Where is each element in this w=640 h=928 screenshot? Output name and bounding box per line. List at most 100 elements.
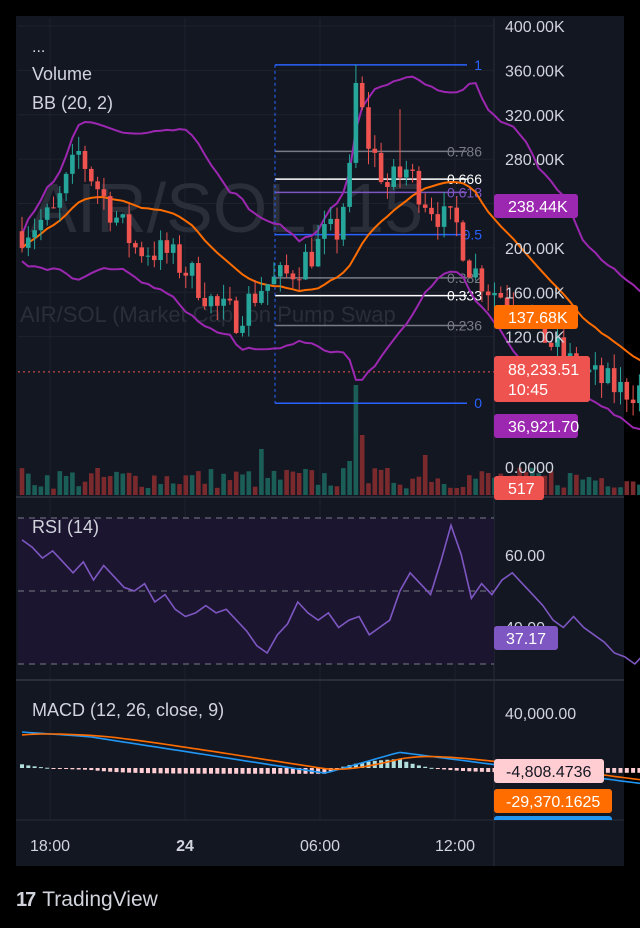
macd-histogram-bar (385, 759, 390, 768)
macd-histogram-bar (108, 768, 113, 772)
tradingview-brand[interactable]: 17 TradingView (16, 884, 158, 916)
bb-upper-value: 238.44K (508, 199, 568, 216)
volume-bar (555, 485, 560, 495)
candle-body (252, 293, 258, 303)
macd-histogram-bar (473, 768, 478, 772)
price-labels: 238.44K 137.68K 88,233.51 10:45 36,921.70 517 (494, 194, 590, 500)
macd-histogram-bar (164, 768, 169, 774)
candle-body (353, 82, 359, 163)
volume-bar (637, 484, 640, 495)
macd-histogram-bar (454, 768, 459, 771)
macd-histogram-bar (152, 768, 157, 774)
candle-body (448, 206, 453, 208)
candle-body (347, 162, 352, 207)
volume-bar (26, 473, 31, 495)
macd-histogram-bar (246, 768, 251, 774)
candle-body (378, 152, 384, 183)
volume-bar (278, 479, 283, 495)
macd-histogram-bar (272, 768, 276, 774)
volume-bar (208, 469, 214, 495)
macd-hist-value: -4,808.4736 (506, 764, 592, 781)
volume-bars (19, 385, 640, 495)
candle-body (593, 365, 598, 370)
candle-body (391, 166, 396, 187)
volume-bar (441, 484, 447, 495)
volume-bar (454, 488, 459, 495)
candle-body (435, 214, 441, 227)
macd-histogram-bar (146, 768, 150, 774)
volume-bar (580, 479, 585, 495)
candle-body (624, 381, 630, 400)
macd-histogram-bar (442, 768, 447, 770)
macd-histogram-bar (605, 768, 610, 773)
macd-histogram-bar (32, 766, 37, 768)
volume-bar (126, 472, 132, 495)
legend-bb[interactable]: BB (20, 2) (32, 93, 113, 113)
macd-histogram-bar (322, 768, 327, 774)
candle-body (296, 279, 302, 281)
macd-histogram-bar (177, 768, 182, 774)
candle-body (44, 207, 50, 220)
price-axis-tick: 360.00K (505, 63, 565, 80)
volume-bar (422, 455, 428, 495)
macd-histogram-bar (83, 768, 87, 770)
volume-value-bg (494, 476, 544, 500)
macd-histogram-bar (70, 768, 75, 770)
candle-body (322, 224, 327, 239)
brand-name: TradingView (42, 888, 158, 911)
candle-body (492, 292, 497, 296)
candle-body (467, 260, 472, 278)
rsi-value-bg (494, 626, 558, 650)
volume-bar (44, 475, 50, 495)
volume-bar (57, 471, 63, 495)
signal-value-group: -34,178.6361 (494, 816, 612, 820)
candle-body (139, 247, 144, 257)
macd-histogram-bar (278, 768, 283, 774)
macd-histogram-bar (423, 766, 428, 768)
candle-body (334, 218, 340, 240)
candle-body (637, 385, 640, 404)
volume-bar (618, 487, 623, 495)
macd-histogram-bar (360, 762, 365, 768)
candle-body (145, 255, 151, 257)
candle-body (441, 206, 447, 227)
volume-bar (391, 482, 396, 495)
legend-volume[interactable]: Volume (32, 64, 92, 84)
candle-body (107, 196, 113, 223)
candle-body (19, 231, 25, 248)
macd-histogram-bar (64, 768, 69, 770)
price-axis-tick: 280.00K (505, 152, 565, 169)
last-price-bg (494, 356, 590, 402)
legend-macd[interactable]: MACD (12, 26, close, 9) (32, 700, 224, 720)
volume-bar (265, 477, 270, 495)
legend-rsi[interactable]: RSI (14) (32, 517, 99, 537)
candle-body (221, 298, 226, 306)
volume-bar (51, 488, 56, 495)
volume-bar (359, 435, 365, 495)
candle-body (341, 206, 346, 240)
macd-histogram-bar (631, 768, 636, 773)
macd-histogram-bar (448, 768, 453, 771)
volume-bar (296, 473, 302, 495)
macd-histogram-bar (391, 759, 396, 768)
candle-body (498, 292, 504, 298)
volume-bar (309, 470, 315, 495)
chart-canvas[interactable]: AIR/SOL, 15 AIR/SOL (Market Cap) on Pump… (0, 0, 640, 880)
macd-histogram-bar (259, 768, 264, 774)
volume-bar (196, 471, 201, 495)
candle-body (215, 296, 220, 306)
volume-bar (410, 478, 415, 495)
tradingview-logo-icon: 17 (16, 888, 36, 911)
bb-upper-value-bg (494, 194, 578, 218)
volume-bar (189, 475, 195, 495)
macd-histogram-bar (404, 761, 409, 768)
volume-bar (347, 461, 352, 495)
legend-more[interactable]: ... (32, 39, 45, 56)
volume-bar (202, 483, 207, 495)
price-axis-tick: 160.00K (505, 285, 565, 302)
volume-bar (271, 470, 277, 495)
volume-bar (221, 473, 226, 495)
volume-bar (70, 472, 75, 495)
candle-body (70, 154, 75, 174)
